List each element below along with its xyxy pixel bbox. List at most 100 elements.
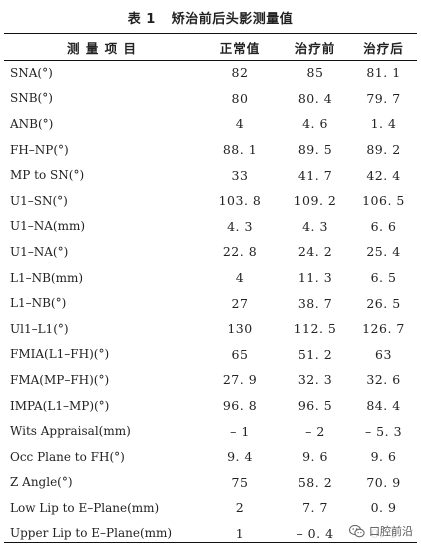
measure-label: Low Lip to E–Plane(mm) [10,500,160,515]
header-normal: 正常值 [219,40,261,56]
after-value: 6. 5 [370,270,397,286]
before-value: 58. 2 [297,474,333,490]
measurement-table: 测 量 项 目 正常值 治疗前 治疗后 SNA(°) 82 85 81. 1 SNB(°… [4,34,417,546]
before-value: 38. 7 [297,295,333,311]
measure-label: U1–SN(°) [10,193,68,208]
table-row: Occ Plane to FH(°) 9. 4 9. 6 9. 6 [4,444,417,470]
after-value: 126. 7 [362,321,405,337]
after-value: 79. 7 [366,90,401,106]
before-value: 80. 4 [297,90,333,106]
table-title: 矫治前后头影测量值 [171,12,294,27]
after-value: 26. 5 [366,295,401,311]
after-value: 81. 1 [366,65,401,81]
table-row: Z Angle(°) 75 58. 2 70. 9 [4,470,417,496]
table-row: FMIA(L1–FH)(°) 65 51. 2 63 [4,342,417,368]
measure-label: FMIA(L1–FH)(°) [10,347,110,362]
normal-value: 80 [231,90,249,106]
normal-value: 22. 8 [222,244,258,260]
table-row: Ul1–L1(°) 130 112. 5 126. 7 [4,316,417,342]
before-value: 51. 2 [297,346,333,362]
normal-value: 96. 8 [222,398,258,414]
after-value: – 5. 3 [364,423,403,439]
after-value: 89. 2 [366,142,401,158]
table-row: Low Lip to E–Plane(mm) 2 7. 7 0. 9 [4,495,417,521]
after-value: 6. 6 [370,218,397,234]
table-number: 表 1 [127,12,156,27]
normal-value: 130 [227,321,253,337]
before-value: 32. 3 [297,372,333,388]
normal-value: 65 [231,346,249,362]
normal-value: 88. 1 [222,142,258,158]
before-value: 89. 5 [297,142,333,158]
normal-value: – 1 [230,423,250,439]
normal-value: 1 [235,525,245,541]
before-value: 112. 5 [293,321,337,337]
table-row: MP to SN(°) 33 41. 7 42. 4 [4,162,417,188]
measure-label: FMA(MP–FH)(°) [10,372,110,387]
measure-label: Upper Lip to E–Plane(mm) [10,526,173,541]
table-row: FMA(MP–FH)(°) 27. 9 32. 3 32. 6 [4,367,417,393]
before-value: 96. 5 [297,398,333,414]
after-value: 84. 4 [366,398,401,414]
normal-value: 2 [235,500,245,516]
measure-label: FH–NP(°) [10,142,69,157]
before-value: 109. 2 [293,193,337,209]
table-caption: 表 1 矫治前后头影测量值 [0,8,421,27]
before-value: 24. 2 [297,244,333,260]
before-value: – 2 [305,423,325,439]
after-value: 0. 9 [370,500,397,516]
normal-value: 82 [231,65,249,81]
measure-label: Occ Plane to FH(°) [10,449,125,464]
measure-label: ANB(°) [10,116,54,131]
measure-label: Z Angle(°) [10,475,73,490]
normal-value: 27. 9 [222,372,258,388]
before-value: 85 [306,65,324,81]
normal-value: 9. 4 [227,449,253,465]
header-item: 测 量 项 目 [66,40,138,56]
before-value: – 0. 4 [296,525,334,541]
top-rule [4,33,417,35]
table-row: SNA(°) 82 85 81. 1 [4,60,417,86]
table-row: SNB(°) 80 80. 4 79. 7 [4,86,417,112]
header-row: 测 量 项 目 正常值 治疗前 治疗后 [4,34,417,60]
after-value: 32. 6 [366,372,401,388]
measure-label: U1–NA(mm) [10,219,86,234]
measure-label: SNB(°) [10,91,53,106]
after-value: 42. 4 [366,167,401,183]
normal-value: 27 [231,295,249,311]
measure-label: L1–NB(°) [10,296,67,311]
watermark-text: 口腔前沿 [369,525,413,538]
watermark: 口腔前沿 [347,523,415,539]
header-before: 治疗前 [294,40,336,56]
table-row: ANB(°) 4 4. 6 1. 4 [4,111,417,137]
header-after: 治疗后 [363,40,404,56]
table-row: U1–NA(mm) 4. 3 4. 3 6. 6 [4,214,417,240]
after-value: 70. 9 [366,474,401,490]
after-value: 25. 4 [366,244,401,260]
measure-label: MP to SN(°) [10,168,85,183]
normal-value: 4 [235,270,245,286]
before-value: 11. 3 [297,270,333,286]
normal-value: 75 [231,474,249,490]
before-value: 7. 7 [302,500,328,516]
measure-label: U1–NA(°) [10,244,69,259]
table-row: FH–NP(°) 88. 1 89. 5 89. 2 [4,137,417,163]
before-value: 41. 7 [297,167,333,183]
table-row: U1–NA(°) 22. 8 24. 2 25. 4 [4,239,417,265]
measure-label: SNA(°) [10,65,53,80]
table-row: IMPA(L1–MP)(°) 96. 8 96. 5 84. 4 [4,393,417,419]
table-body: SNA(°) 82 85 81. 1 SNB(°) 80 80. 4 79. 7 ANB(°) 4… [4,60,417,546]
bottom-rule [4,542,417,544]
measure-label: IMPA(L1–MP)(°) [10,398,110,413]
normal-value: 33 [231,167,249,183]
header-rule [4,60,417,61]
table-row: L1–NB(mm) 4 11. 3 6. 5 [4,265,417,291]
before-value: 4. 3 [302,218,328,234]
after-value: 1. 4 [370,116,397,132]
measure-label: Wits Appraisal(mm) [10,424,131,439]
table-row: L1–NB(°) 27 38. 7 26. 5 [4,290,417,316]
normal-value: 103. 8 [218,193,262,209]
normal-value: 4. 3 [227,218,253,234]
after-value: 9. 6 [370,449,397,465]
after-value: 63 [375,346,392,362]
